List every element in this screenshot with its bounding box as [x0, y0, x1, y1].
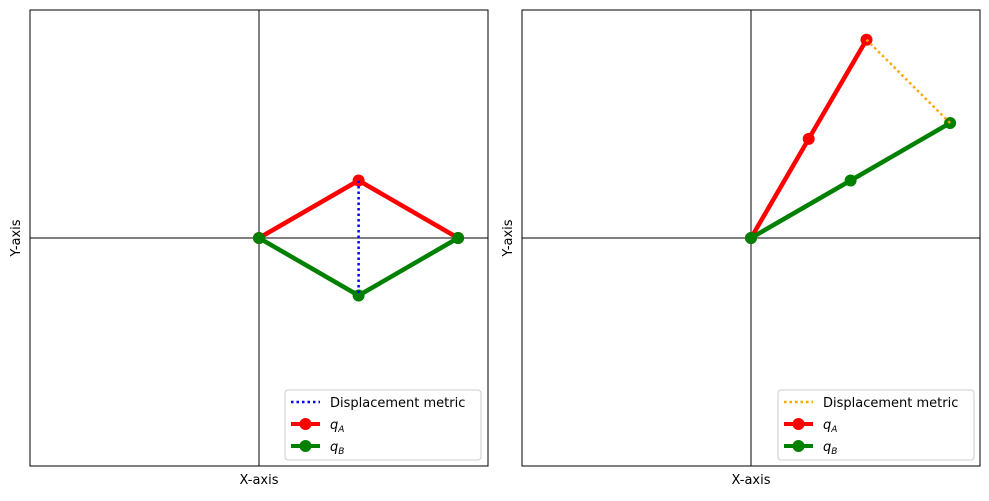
data-point-qb	[352, 289, 365, 302]
legend-label-qa: qA	[330, 418, 344, 435]
legend: Displacement metric qA qB	[777, 389, 975, 461]
data-point-qb	[253, 232, 265, 244]
legend-marker-qb	[299, 440, 312, 452]
legend-label-qa: qA	[823, 418, 837, 435]
y-axis-label: Y-axis	[9, 219, 24, 257]
plot-marks	[253, 174, 465, 302]
legend-box	[284, 389, 482, 461]
legend-box	[777, 389, 975, 461]
legend-label-qb: qB	[330, 440, 344, 457]
legend-marker-qa	[299, 418, 312, 430]
plot-marks	[745, 33, 957, 244]
left-panel: X-axis Y-axis Displacement metric qA qB	[9, 9, 489, 488]
data-point-qb	[452, 232, 465, 244]
right-panel: X-axis Y-axis Displacement metric qA qB	[501, 9, 981, 488]
legend: Displacement metric qA qB	[284, 389, 482, 461]
legend-label-qb: qB	[823, 440, 837, 457]
legend-marker-qb	[792, 440, 805, 452]
legend-label-displacement: Displacement metric	[823, 396, 958, 411]
y-axis-label: Y-axis	[501, 219, 516, 257]
x-axis-label: X-axis	[240, 473, 279, 488]
data-point-qb	[844, 174, 857, 187]
x-axis-label: X-axis	[732, 473, 771, 488]
legend-label-displacement: Displacement metric	[330, 396, 465, 411]
data-point-qb	[944, 117, 957, 129]
data-point-qa	[802, 132, 815, 145]
legend-marker-qa	[792, 418, 805, 430]
data-point-qb	[745, 232, 757, 244]
